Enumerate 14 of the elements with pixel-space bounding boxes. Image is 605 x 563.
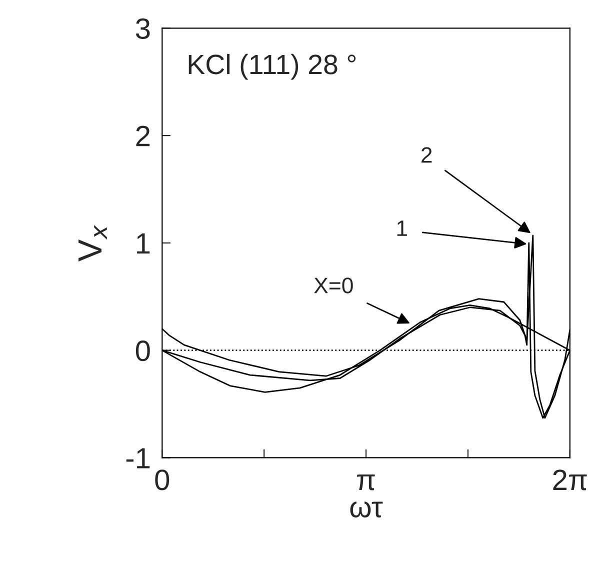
annotation: X=0: [314, 278, 353, 294]
y-axis-title: V$_{x}$: [78, 225, 107, 262]
x-tick-label: 2π: [553, 470, 587, 490]
annotation: KCl (111) 28 °: [188, 54, 356, 80]
y-tick-label: 0: [136, 340, 150, 362]
y-tick-label: 3: [136, 18, 150, 40]
y-tick-label: 2: [136, 126, 150, 146]
x-axis-title: ωτ: [350, 501, 383, 518]
y-tick-label: -1: [126, 448, 150, 468]
annotation: 2: [422, 147, 432, 163]
x-tick-label: π: [357, 474, 375, 490]
annotation: 1: [397, 220, 407, 236]
y-tick-label: 1: [137, 233, 150, 254]
x-tick-label: 0: [155, 470, 170, 490]
